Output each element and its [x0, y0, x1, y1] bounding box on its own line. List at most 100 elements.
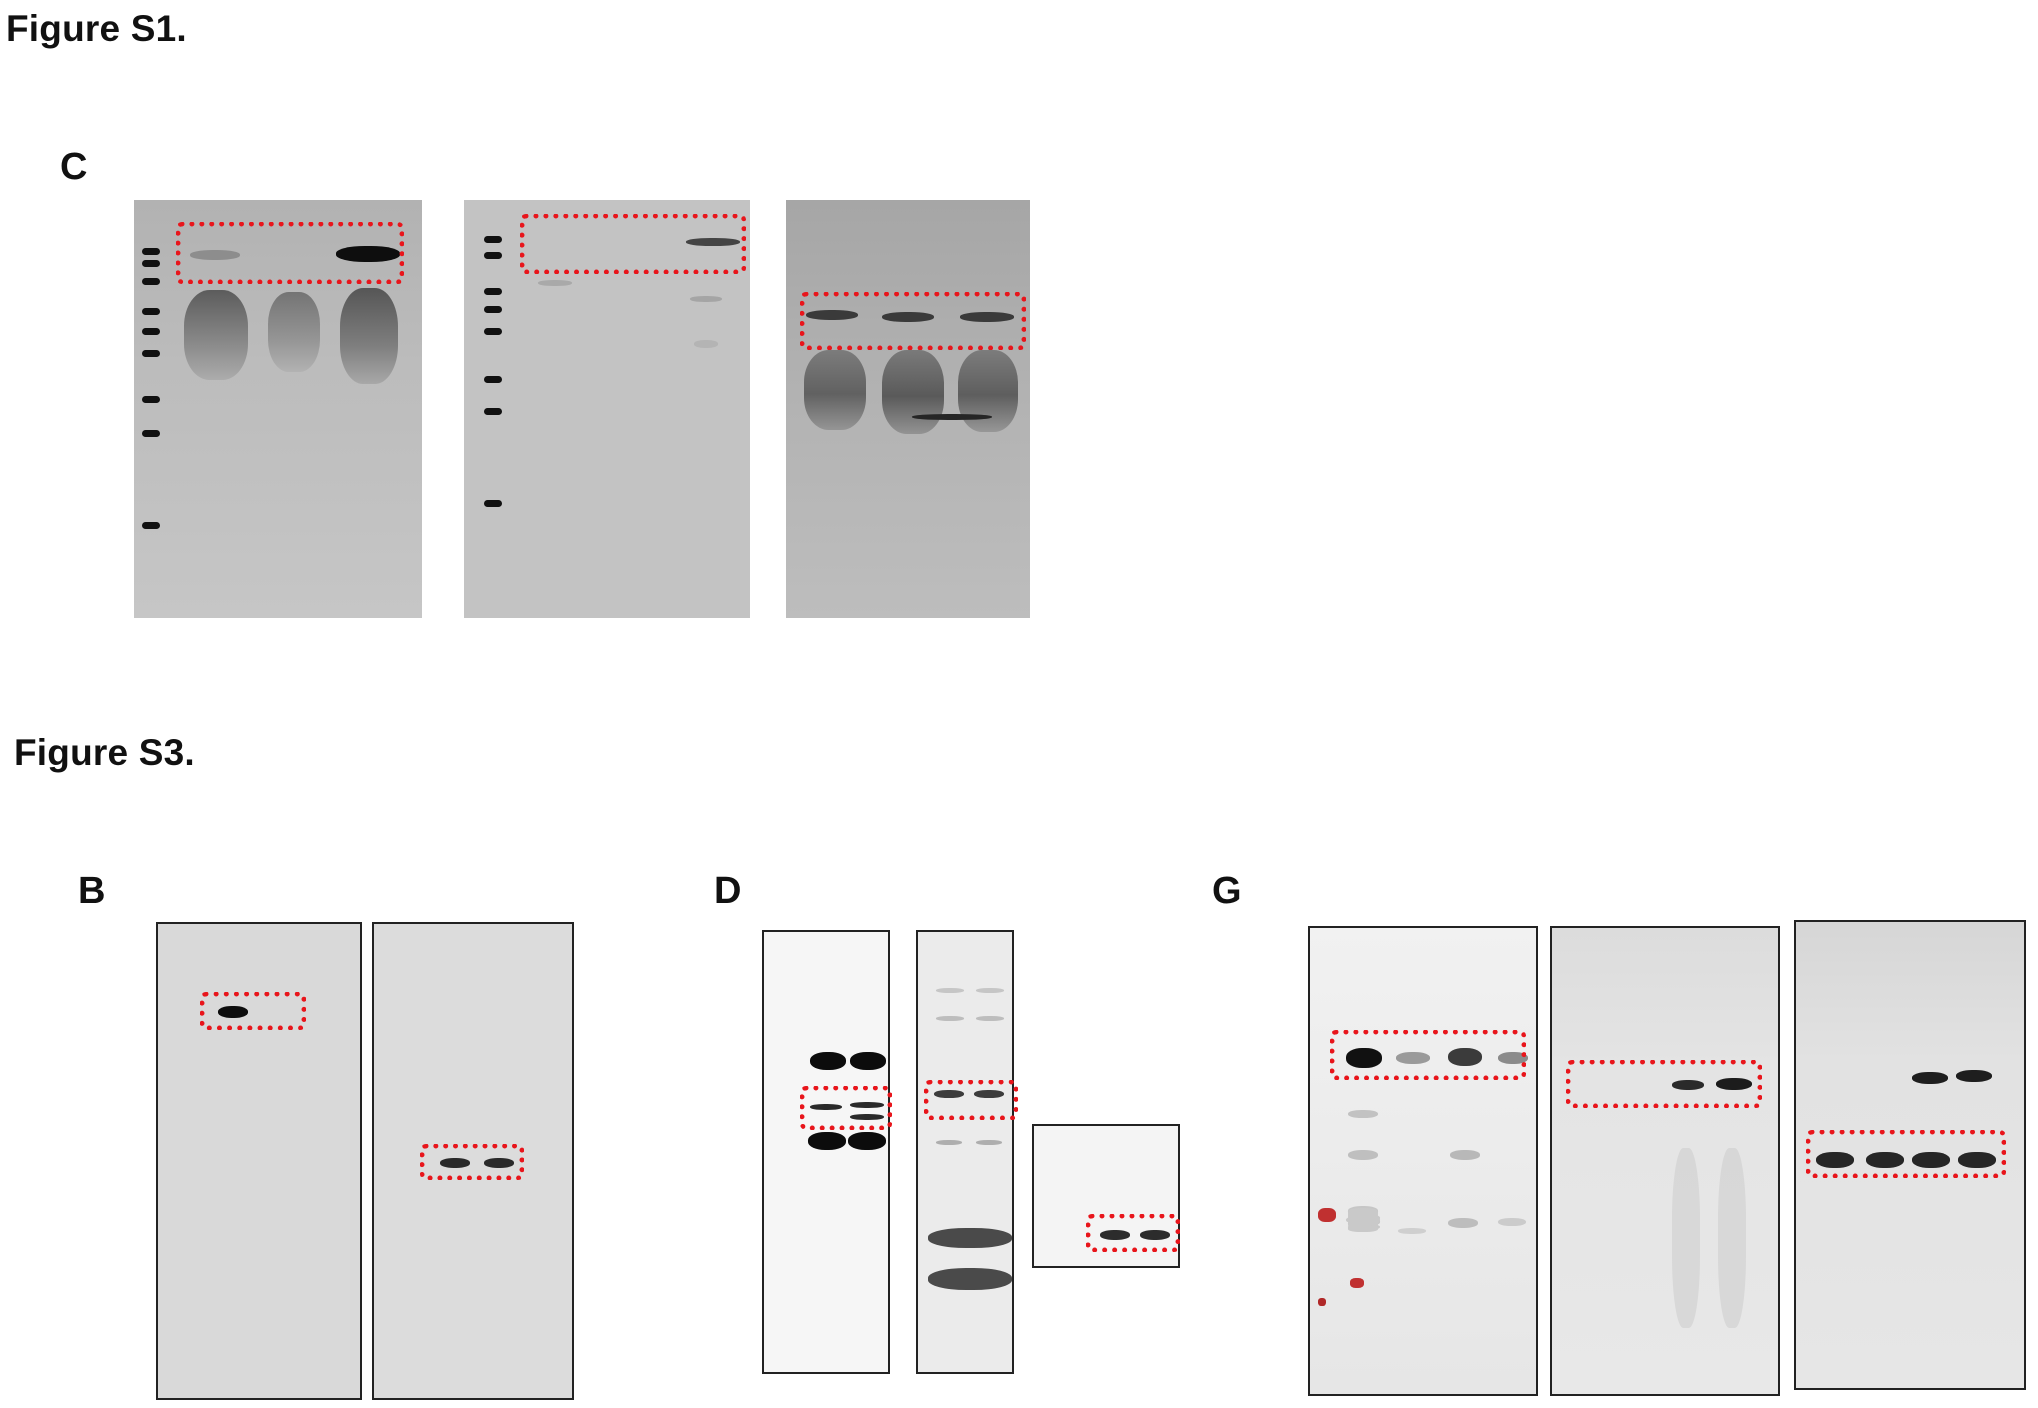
ladder-mark: [484, 376, 502, 383]
blot-b2: [372, 922, 574, 1400]
band: [976, 988, 1004, 993]
band: [974, 1090, 1004, 1098]
red-artifact: [1350, 1278, 1364, 1288]
band: [936, 1140, 962, 1145]
panel-label-b: B: [78, 870, 106, 912]
band: [440, 1158, 470, 1168]
band: [850, 1052, 886, 1070]
panel-label-g: G: [1212, 870, 1242, 912]
blot-g1: [1308, 926, 1538, 1396]
highlight-box: [1086, 1214, 1180, 1252]
smear: [882, 350, 944, 434]
band: [810, 1052, 846, 1070]
ladder-mark: [142, 328, 160, 335]
band: [218, 1006, 248, 1018]
highlight-box: [1806, 1130, 2006, 1178]
band: [976, 1140, 1002, 1145]
band: [912, 414, 992, 420]
band: [1866, 1152, 1904, 1168]
band: [1448, 1218, 1478, 1228]
smear: [340, 288, 398, 384]
band: [1816, 1152, 1854, 1168]
ladder-mark: [142, 430, 160, 437]
highlight-box: [200, 992, 306, 1030]
blot-g3: [1794, 920, 2026, 1390]
band: [960, 312, 1014, 322]
band: [1956, 1070, 1992, 1082]
band: [686, 238, 740, 246]
blot-d1: [762, 930, 890, 1374]
band: [1672, 1080, 1704, 1090]
highlight-box: [800, 1086, 892, 1130]
band: [1348, 1224, 1378, 1232]
figure-s1-heading: Figure S1.: [6, 8, 187, 49]
panel-label-c: C: [60, 146, 88, 188]
smear: [1718, 1148, 1746, 1328]
highlight-box: [1330, 1030, 1526, 1080]
ladder-mark: [142, 260, 160, 267]
highlight-box: [800, 292, 1026, 350]
band: [848, 1132, 886, 1150]
band: [1450, 1150, 1480, 1160]
band: [690, 296, 722, 302]
smear: [184, 290, 248, 380]
band: [1498, 1052, 1528, 1064]
band: [1140, 1230, 1170, 1240]
band: [336, 246, 400, 262]
band: [1348, 1150, 1378, 1160]
ladder-mark: [142, 308, 160, 315]
ladder-mark: [142, 350, 160, 357]
blot-c1: [134, 200, 422, 618]
blot-g2: [1550, 926, 1780, 1396]
ladder-mark: [484, 288, 502, 295]
ladder-mark: [484, 500, 502, 507]
smear: [804, 350, 866, 430]
smear: [268, 292, 320, 372]
band: [1346, 1048, 1382, 1068]
band: [1448, 1048, 1482, 1066]
highlight-box: [1566, 1060, 1762, 1108]
band: [850, 1102, 884, 1108]
band: [1716, 1078, 1752, 1090]
band: [934, 1090, 964, 1098]
ladder-mark: [484, 306, 502, 313]
band: [1100, 1230, 1130, 1240]
highlight-box: [420, 1144, 524, 1180]
band: [1348, 1208, 1378, 1216]
band: [1498, 1218, 1526, 1226]
blot-c3: [786, 200, 1030, 618]
figure-s3-heading: Figure S3.: [14, 732, 195, 773]
band: [1348, 1218, 1378, 1226]
band: [190, 250, 240, 260]
highlight-box: [924, 1080, 1018, 1120]
band: [810, 1104, 842, 1110]
band: [882, 312, 934, 322]
band: [936, 1016, 964, 1021]
band: [808, 1132, 846, 1150]
band: [1398, 1228, 1426, 1234]
band: [1396, 1052, 1430, 1064]
blot-d3: [1032, 1124, 1180, 1268]
band: [538, 280, 572, 286]
red-artifact: [1318, 1298, 1326, 1306]
band: [1958, 1152, 1996, 1168]
band: [1912, 1072, 1948, 1084]
highlight-box: [176, 222, 404, 284]
highlight-box: [520, 214, 746, 274]
ladder-mark: [142, 248, 160, 255]
ladder-mark: [484, 252, 502, 259]
ladder-mark: [142, 522, 160, 529]
band: [928, 1228, 1012, 1248]
band: [976, 1016, 1004, 1021]
blot-d2: [916, 930, 1014, 1374]
panel-label-d: D: [714, 870, 742, 912]
band: [1348, 1110, 1378, 1118]
ladder-mark: [484, 236, 502, 243]
ladder-mark: [142, 278, 160, 285]
smear: [1672, 1148, 1700, 1328]
band: [694, 340, 718, 348]
band: [936, 988, 964, 993]
ladder-mark: [484, 328, 502, 335]
band: [806, 310, 858, 320]
band: [1912, 1152, 1950, 1168]
